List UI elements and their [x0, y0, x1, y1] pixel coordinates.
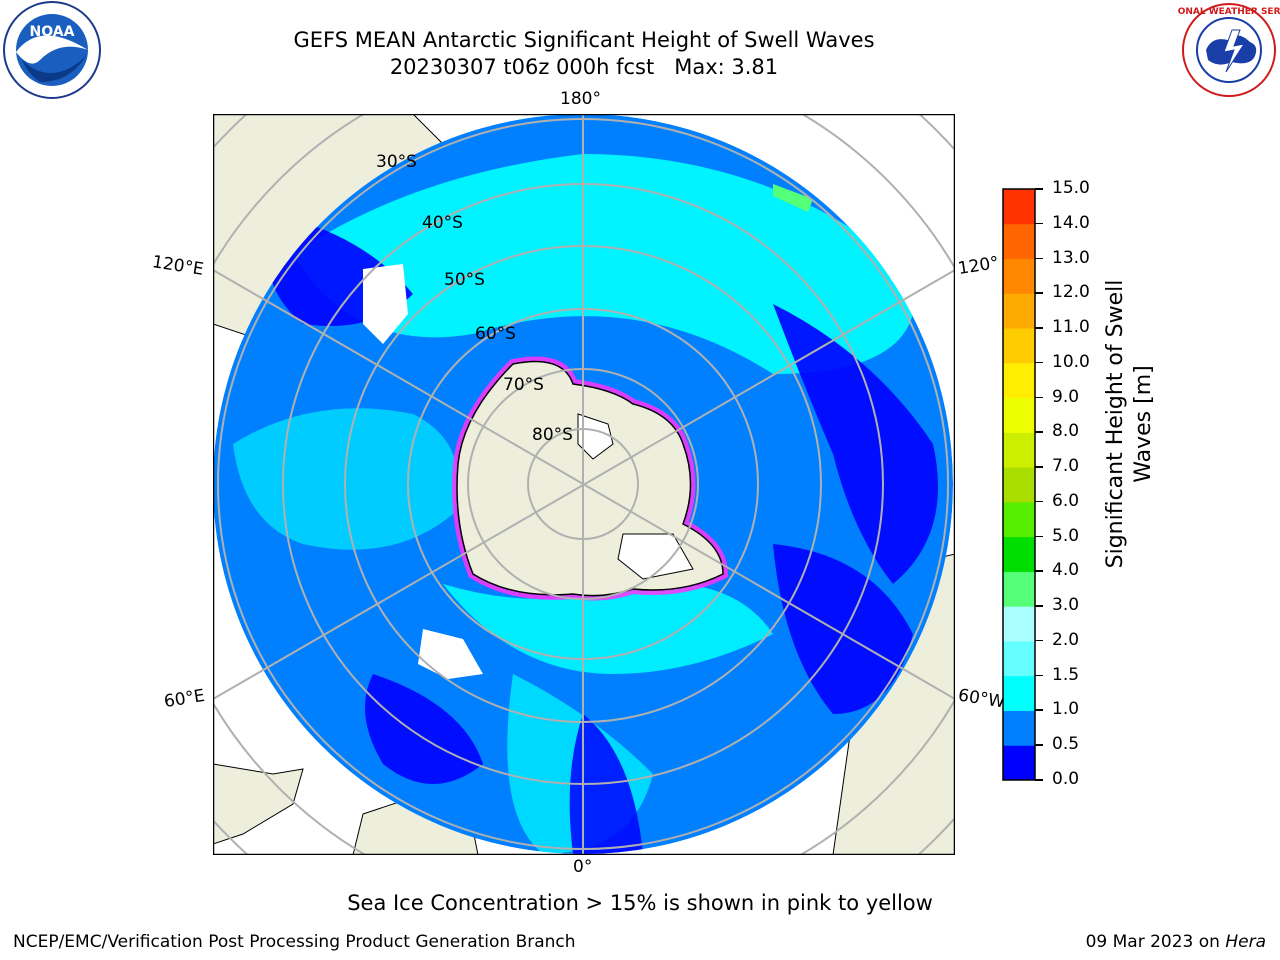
- map-frame: [213, 114, 955, 855]
- footer-branch: NCEP/EMC/Verification Post Processing Pr…: [13, 932, 576, 952]
- noaa-logo-text: NOAA: [30, 24, 75, 40]
- colorbar-tick-mark: [1035, 222, 1043, 225]
- colorbar-tick-label: 8.0: [1052, 421, 1080, 442]
- colorbar-tick-mark: [1035, 744, 1043, 746]
- colorbar-tick-label: 4.0: [1052, 560, 1080, 581]
- colorbar-cell: [1003, 258, 1035, 294]
- colorbar-cell: [1003, 467, 1035, 503]
- meridian-label-0: 0°: [573, 857, 593, 877]
- colorbar-tick-label: 3.0: [1052, 595, 1080, 616]
- colorbar-cell: [1003, 293, 1035, 329]
- nws-logo-text: NATIONAL WEATHER SERVICE: [1178, 7, 1280, 17]
- colorbar-tick-label: 15.0: [1052, 178, 1090, 198]
- colorbar-tick-mark: [1035, 361, 1043, 364]
- colorbar-cell: [1003, 397, 1035, 433]
- colorbar-tick-label: 9.0: [1052, 386, 1080, 407]
- colorbar-tick-mark: [1035, 779, 1043, 781]
- colorbar-tick-mark: [1035, 466, 1043, 468]
- colorbar-cell: [1003, 640, 1035, 677]
- colorbar-tick-label: 14.0: [1052, 212, 1090, 233]
- footer-date: 09 Mar 2023 on Hera: [1086, 932, 1266, 952]
- latitude-label-60s: 60°S: [475, 324, 516, 344]
- latitude-label-50s: 50°S: [444, 270, 485, 290]
- colorbar-cell: [1003, 223, 1035, 260]
- colorbar-cell: [1003, 432, 1035, 468]
- colorbar-cell: [1003, 501, 1035, 538]
- colorbar: [1002, 188, 1036, 781]
- colorbar-tick-label: 0.0: [1052, 769, 1080, 789]
- colorbar-tick-label: 0.5: [1052, 734, 1080, 755]
- colorbar-tick-mark: [1035, 605, 1043, 607]
- colorbar-tick-mark: [1035, 396, 1043, 399]
- colorbar-tick-label: 12.0: [1052, 282, 1090, 303]
- colorbar-tick-label: 6.0: [1052, 490, 1080, 511]
- colorbar-tick-mark: [1035, 674, 1043, 677]
- nws-logo: NATIONAL WEATHER SERVICE: [1178, 3, 1280, 97]
- meridian-label-60w: 60°W: [956, 685, 1007, 713]
- colorbar-tick-label: 11.0: [1052, 317, 1090, 338]
- colorbar-tick-label: 1.5: [1052, 664, 1080, 685]
- colorbar-cell: [1003, 536, 1035, 572]
- latitude-label-40s: 40°S: [422, 213, 463, 233]
- colorbar-tick-mark: [1035, 188, 1043, 190]
- colorbar-tick-mark: [1035, 327, 1043, 329]
- footer-date-text: 09 Mar 2023 on: [1085, 932, 1226, 952]
- colorbar-cell: [1003, 606, 1035, 642]
- colorbar-tick-mark: [1035, 257, 1043, 260]
- antarctica: [452, 356, 729, 601]
- latitude-label-70s: 70°S: [503, 375, 544, 395]
- colorbar-tick-mark: [1035, 292, 1043, 294]
- polar-map: [213, 114, 955, 855]
- colorbar-tick-mark: [1035, 639, 1043, 642]
- meridian-label-120w: 120°: [956, 252, 1001, 280]
- colorbar-tick-label: 1.0: [1052, 699, 1080, 720]
- meridian-label-120e: 120°E: [150, 252, 205, 280]
- colorbar-cell: [1003, 710, 1035, 746]
- colorbar-tick-label: 5.0: [1052, 525, 1080, 546]
- meridian-label-60e: 60°E: [162, 685, 207, 713]
- colorbar-tick-mark: [1035, 500, 1043, 503]
- colorbar-cell: [1003, 745, 1035, 781]
- colorbar-cell: [1003, 571, 1035, 607]
- colorbar-tick-mark: [1035, 535, 1043, 538]
- colorbar-tick-mark: [1035, 570, 1043, 572]
- latitude-label-30s: 30°S: [376, 152, 417, 172]
- colorbar-cell: [1003, 189, 1035, 225]
- colorbar-cell: [1003, 328, 1035, 364]
- colorbar-label: Significant Height of Swell Waves [m]: [1103, 279, 1156, 569]
- graticule: [213, 114, 955, 855]
- colorbar-tick-label: 7.0: [1052, 456, 1080, 477]
- chart-title: GEFS MEAN Antarctic Significant Height o…: [293, 28, 875, 52]
- colorbar-tick-label: 10.0: [1052, 351, 1090, 372]
- colorbar-tick-label: 13.0: [1052, 247, 1090, 268]
- colorbar-cell: [1003, 362, 1035, 399]
- chart-subtitle: 20230307 t06z 000h fcst Max: 3.81: [389, 55, 779, 79]
- latitude-label-80s: 80°S: [532, 425, 573, 445]
- colorbar-tick-mark: [1035, 431, 1043, 433]
- noaa-logo: NOAA: [3, 1, 101, 99]
- sea-ice-note: Sea Ice Concentration > 15% is shown in …: [347, 891, 933, 915]
- colorbar-tick-label: 2.0: [1052, 629, 1080, 650]
- meridian-label-180: 180°: [560, 89, 601, 109]
- footer-host: Hera: [1225, 932, 1266, 952]
- colorbar-cell: [1003, 675, 1035, 711]
- colorbar-tick-mark: [1035, 709, 1043, 711]
